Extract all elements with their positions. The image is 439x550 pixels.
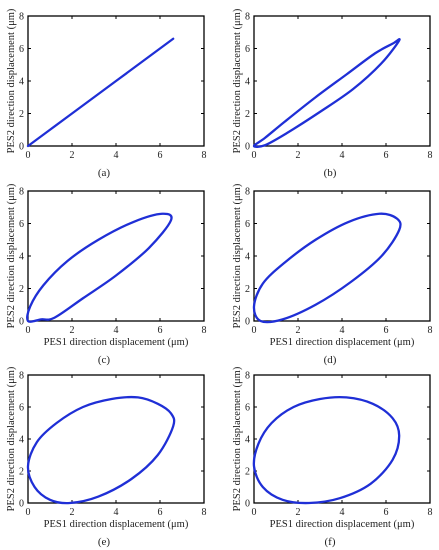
y-tick-label: 8 [19, 371, 24, 382]
panel-caption: (d) [324, 354, 337, 366]
y-tick-label: 8 [245, 187, 250, 198]
x-tick-label: 4 [114, 325, 119, 336]
x-tick-label: 0 [26, 325, 31, 336]
x-tick-label: 4 [340, 507, 345, 518]
plot-frame [27, 190, 205, 322]
y-tick-label: 8 [245, 371, 250, 382]
y-tick-label: 6 [245, 403, 250, 414]
y-tick-label: 8 [245, 12, 250, 23]
plot-frame [27, 374, 205, 504]
series-line [26, 212, 173, 323]
y-tick-label: 6 [19, 219, 24, 230]
y-tick-label: 4 [19, 435, 24, 446]
y-tick-label: 0 [245, 317, 250, 328]
y-tick-label: 0 [245, 499, 250, 510]
x-tick-label: 6 [384, 507, 389, 518]
x-tick-label: 2 [296, 325, 301, 336]
series-line [26, 37, 175, 148]
y-tick-label: 6 [19, 403, 24, 414]
x-tick-label: 6 [384, 150, 389, 161]
y-tick-label: 6 [19, 44, 24, 55]
x-tick-label: 0 [252, 325, 257, 336]
y-tick-label: 0 [245, 142, 250, 153]
y-tick-label: 8 [19, 187, 24, 198]
x-tick-label: 2 [70, 507, 75, 518]
x-tick-label: 0 [252, 507, 257, 518]
x-tick-label: 4 [340, 150, 345, 161]
x-tick-label: 8 [428, 507, 433, 518]
y-tick-label: 6 [245, 219, 250, 230]
x-tick-label: 6 [158, 150, 163, 161]
y-tick-label: 4 [245, 77, 250, 88]
panel-caption: (b) [324, 167, 337, 179]
panel-caption: (e) [98, 536, 111, 548]
y-axis-label: PES2 direction displacement (μm) [232, 366, 243, 511]
y-tick-label: 6 [245, 44, 250, 55]
y-tick-label: 4 [245, 435, 250, 446]
y-tick-label: 4 [245, 252, 250, 263]
y-tick-label: 0 [19, 499, 24, 510]
series-line [26, 395, 176, 505]
series-line [252, 395, 401, 505]
panel-caption: (a) [98, 167, 111, 179]
x-axis-label: PES1 direction displacement (μm) [270, 337, 415, 348]
x-tick-label: 2 [70, 150, 75, 161]
y-axis-label: PES2 direction displacement (μm) [6, 183, 17, 328]
y-tick-label: 0 [19, 317, 24, 328]
x-tick-label: 4 [340, 325, 345, 336]
x-tick-label: 6 [158, 507, 163, 518]
panel-caption: (c) [98, 354, 111, 366]
x-tick-label: 6 [384, 325, 389, 336]
x-tick-label: 8 [202, 150, 207, 161]
y-tick-label: 4 [19, 252, 24, 263]
series-line [252, 38, 401, 149]
x-tick-label: 0 [26, 507, 31, 518]
plot-frame [253, 190, 431, 322]
y-tick-label: 4 [19, 77, 24, 88]
x-tick-label: 8 [428, 150, 433, 161]
x-axis-label: PES1 direction displacement (μm) [44, 519, 189, 530]
y-tick-label: 2 [19, 109, 24, 120]
y-tick-label: 2 [245, 109, 250, 120]
panel-caption: (f) [325, 536, 336, 548]
y-tick-label: 2 [245, 467, 250, 478]
x-tick-label: 4 [114, 150, 119, 161]
y-tick-label: 2 [245, 284, 250, 295]
y-tick-label: 2 [19, 467, 24, 478]
x-tick-label: 4 [114, 507, 119, 518]
y-axis-label: PES2 direction displacement (μm) [6, 8, 17, 153]
y-axis-label: PES2 direction displacement (μm) [232, 8, 243, 153]
x-tick-label: 8 [202, 507, 207, 518]
y-axis-label: PES2 direction displacement (μm) [6, 366, 17, 511]
plot-frame [253, 374, 431, 504]
x-tick-label: 8 [202, 325, 207, 336]
x-tick-label: 0 [252, 150, 257, 161]
x-tick-label: 8 [428, 325, 433, 336]
x-tick-label: 2 [296, 150, 301, 161]
x-axis-label: PES1 direction displacement (μm) [44, 337, 189, 348]
y-tick-label: 2 [19, 284, 24, 295]
x-tick-label: 2 [70, 325, 75, 336]
x-axis-label: PES1 direction displacement (μm) [270, 519, 415, 530]
y-tick-label: 0 [19, 142, 24, 153]
x-tick-label: 6 [158, 325, 163, 336]
y-axis-label: PES2 direction displacement (μm) [232, 183, 243, 328]
series-line [252, 212, 402, 324]
x-tick-label: 2 [296, 507, 301, 518]
y-tick-label: 8 [19, 12, 24, 23]
x-tick-label: 0 [26, 150, 31, 161]
